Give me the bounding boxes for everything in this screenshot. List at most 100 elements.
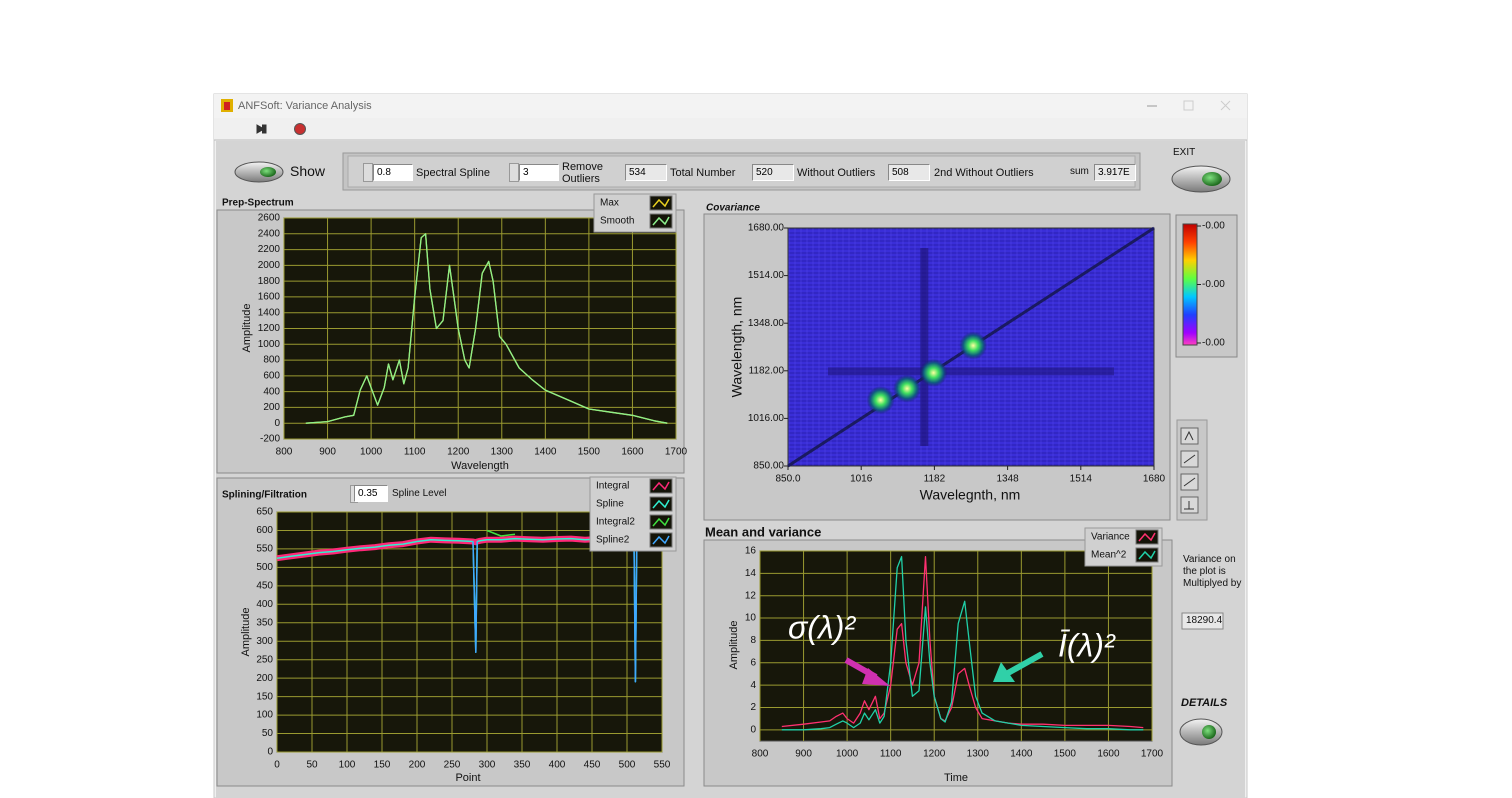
x-tick-label: 1100 — [880, 749, 902, 760]
legend-label: Mean^2 — [1091, 550, 1127, 561]
annotation: σ(λ)² — [788, 609, 856, 645]
x-tick-label: 150 — [374, 760, 391, 771]
sum-label: sum — [1070, 166, 1089, 177]
x-tick-label: 850.0 — [775, 474, 800, 485]
heatmap-band — [920, 248, 929, 446]
x-tick-label: 1348 — [996, 474, 1019, 485]
y-tick-label: 1680.00 — [748, 223, 785, 234]
y-tick-label: 1000 — [258, 339, 281, 350]
y-axis-label: Amplitude — [240, 608, 252, 657]
window-title: ANFSoft: Variance Analysis — [238, 100, 372, 112]
x-tick-label: 1000 — [836, 749, 859, 760]
legend-label: Integral2 — [596, 517, 635, 528]
x-tick-label: 1200 — [923, 749, 946, 760]
exit-label: EXIT — [1173, 147, 1196, 158]
series-line — [305, 233, 668, 424]
x-tick-label: 0 — [274, 760, 280, 771]
series-line — [633, 539, 638, 683]
y-tick-label: 14 — [745, 568, 757, 579]
y-tick-label: 600 — [256, 525, 273, 536]
series-line — [472, 541, 478, 654]
total-number-label: Total Number — [670, 167, 736, 179]
show-label: Show — [290, 163, 326, 179]
show-button[interactable] — [234, 161, 284, 183]
colorbar — [1182, 223, 1198, 346]
y-tick-label: 0 — [750, 724, 756, 735]
y-tick-label: 1514.00 — [748, 270, 785, 281]
x-tick-label: 1700 — [1141, 749, 1164, 760]
x-tick-label: 1700 — [665, 447, 688, 458]
x-tick-label: 1600 — [621, 447, 644, 458]
x-tick-label: 800 — [752, 749, 769, 760]
legend-label: Max — [600, 198, 619, 209]
x-tick-label: 1016 — [850, 474, 873, 485]
graph-title: Splining/Filtration — [222, 490, 307, 501]
y-tick-label: 16 — [745, 546, 757, 557]
annotation-arrowhead — [862, 668, 890, 686]
spline-level-input[interactable]: 0.35 — [354, 485, 388, 502]
x-tick-label: 500 — [619, 760, 636, 771]
y-tick-label: 10 — [745, 613, 757, 624]
x-tick-label: 900 — [795, 749, 812, 760]
y-tick-label: 2000 — [258, 260, 281, 271]
tool-icons — [1183, 430, 1196, 510]
y-tick-label: 1200 — [258, 323, 281, 334]
remove-outliers-input[interactable]: 3 — [519, 164, 559, 181]
close[interactable] — [1220, 100, 1231, 111]
second-without-outliers-value: 508 — [888, 164, 930, 181]
x-tick-label: 1500 — [578, 447, 601, 458]
y-tick-label: 500 — [256, 562, 273, 573]
colorbar-label: -0.00 — [1202, 279, 1225, 290]
stop-button[interactable] — [294, 123, 306, 135]
legend-glyph — [1138, 532, 1156, 542]
zoom-tool[interactable] — [1180, 427, 1199, 445]
x-tick-label: 550 — [654, 760, 671, 771]
spinner[interactable] — [509, 163, 519, 182]
y-tick-label: 2200 — [258, 244, 281, 255]
graph-title: Mean and variance — [705, 524, 821, 539]
hotspot — [959, 331, 988, 360]
x-tick-label: 1600 — [1097, 749, 1120, 760]
graph-title: Prep-Spectrum — [222, 198, 294, 209]
hotspot — [866, 386, 895, 415]
variance-note: Variance on the plot is Multiplyed by — [1183, 554, 1242, 589]
toolbar — [214, 118, 1247, 140]
y-tick-label: 150 — [256, 691, 273, 702]
title-bar — [214, 94, 1247, 118]
without-outliers-label: Without Outliers — [797, 167, 876, 179]
y-tick-label: 200 — [256, 673, 273, 684]
y-tick-label: 2400 — [258, 228, 281, 239]
y-tick-label: 400 — [263, 386, 280, 397]
multiplier-value: 18290.4 — [1186, 615, 1223, 626]
maximize[interactable] — [1183, 100, 1194, 111]
legend-label: Smooth — [600, 216, 634, 227]
x-axis-label: Wavelegnth, nm — [920, 487, 1021, 503]
x-axis-label: Wavelength — [451, 460, 509, 472]
y-tick-label: 12 — [745, 590, 757, 601]
spinner[interactable] — [363, 163, 373, 182]
control-bar-inner — [347, 155, 1136, 188]
spectral-spline-input[interactable]: 0.8 — [373, 164, 413, 181]
remove-outliers-label: Remove Outliers — [562, 161, 603, 185]
x-tick-label: 1500 — [1054, 749, 1077, 760]
x-tick-label: 1182 — [924, 474, 946, 485]
x-tick-label: 350 — [514, 760, 531, 771]
graph-title: Covariance — [706, 203, 760, 214]
y-tick-label: 1400 — [258, 307, 281, 318]
y-tick-label: 4 — [750, 680, 756, 691]
spline-level-label: Spline Level — [392, 488, 447, 499]
y-tick-label: 400 — [256, 599, 273, 610]
legend-glyph — [652, 499, 670, 509]
run-button[interactable] — [256, 124, 267, 134]
y-tick-label: 100 — [256, 710, 273, 721]
y-tick-label: 250 — [256, 654, 273, 665]
y-tick-label: 300 — [256, 636, 273, 647]
x-tick-label: 1514 — [1070, 474, 1093, 485]
y-tick-label: 850.00 — [753, 461, 784, 472]
y-tick-label: 350 — [256, 617, 273, 628]
colorbar-label: -0.00 — [1202, 221, 1225, 232]
second-without-outliers-label: 2nd Without Outliers — [934, 167, 1034, 179]
annotation-arrow — [1006, 651, 1044, 676]
y-axis-label: Amplitude — [241, 304, 253, 353]
